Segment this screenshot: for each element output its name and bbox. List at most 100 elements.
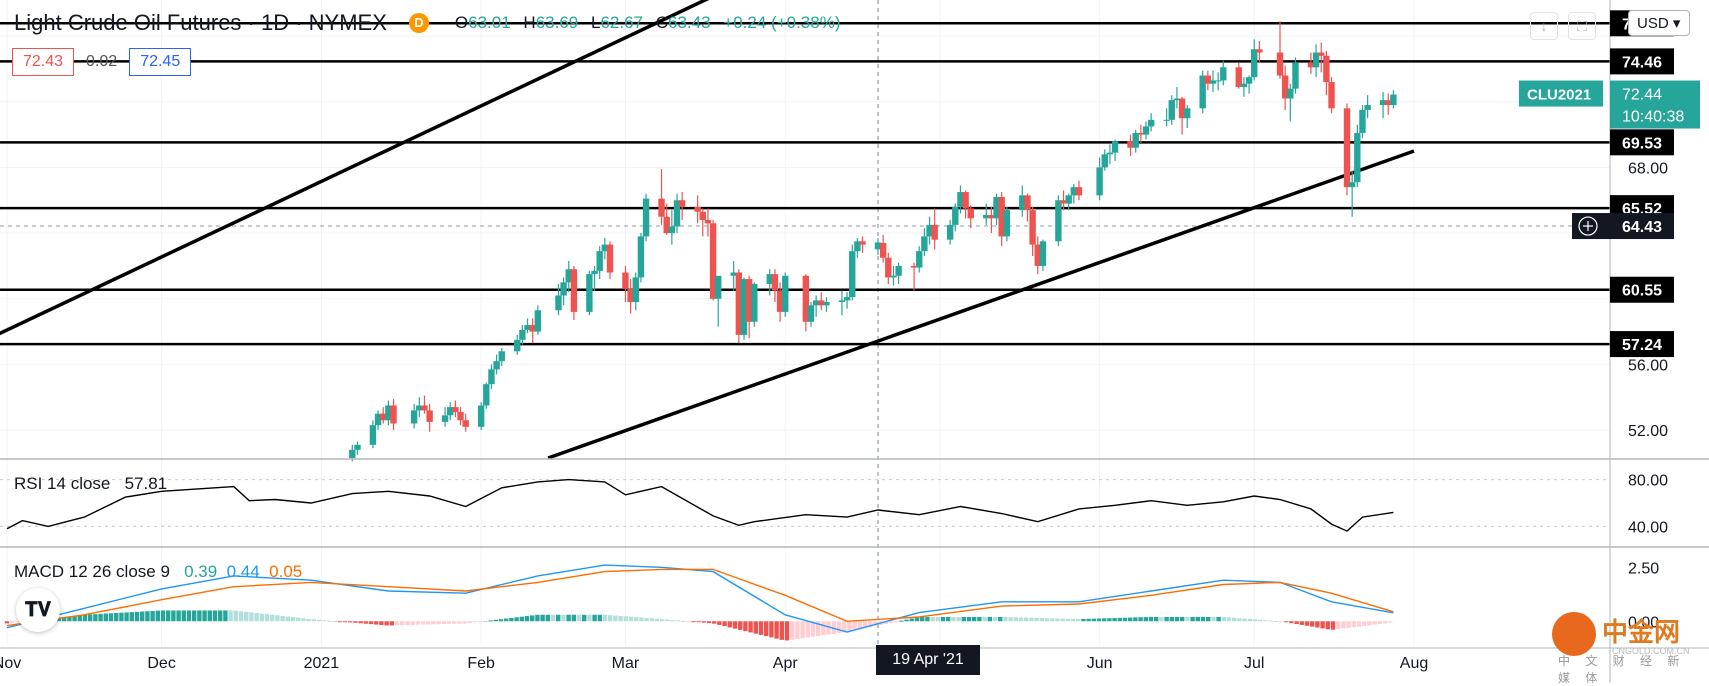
currency-select[interactable]: USD ▾ bbox=[1628, 10, 1690, 36]
watermark-url: CNGOLD.COM.CN bbox=[1612, 646, 1690, 656]
candle-body bbox=[390, 405, 397, 424]
macd-hist-bar bbox=[82, 614, 88, 622]
macd-hist-bar bbox=[1330, 621, 1336, 630]
macd-hist-bar bbox=[1382, 621, 1388, 624]
candle-body bbox=[854, 241, 861, 252]
macd-hist-bar bbox=[524, 616, 530, 622]
macd-hist-bar bbox=[753, 621, 758, 634]
macd-hist-bar bbox=[816, 621, 821, 637]
candle-body bbox=[1127, 141, 1134, 148]
candle-body bbox=[1106, 152, 1114, 155]
candle-body bbox=[823, 302, 830, 306]
macd-hist-bar bbox=[805, 621, 810, 638]
macd-hist-bar bbox=[327, 620, 332, 622]
macd-hist-bar bbox=[660, 619, 665, 622]
macd-hist-bar bbox=[914, 617, 920, 622]
candle-body bbox=[1178, 98, 1186, 119]
macd-hist-bar bbox=[1190, 616, 1195, 622]
macd-hist-bar bbox=[748, 621, 753, 633]
macd-hist-bar bbox=[353, 621, 358, 623]
macd-hist-bar bbox=[774, 621, 779, 639]
candle-body bbox=[477, 405, 485, 427]
candle-body bbox=[704, 219, 712, 224]
macd-hist-bar bbox=[1242, 618, 1247, 622]
candle-body bbox=[1312, 52, 1320, 68]
macd-hist-bar bbox=[1320, 621, 1325, 629]
candle-body bbox=[1111, 141, 1119, 153]
high-value: 63.69 bbox=[535, 13, 579, 32]
macd-hist-bar bbox=[1356, 621, 1362, 627]
macd-hist-bar bbox=[821, 621, 826, 636]
candle-body bbox=[921, 236, 928, 252]
macd-hist-bar bbox=[155, 610, 160, 622]
macd-hist-bar bbox=[280, 615, 285, 622]
macd-hist-bar bbox=[1388, 621, 1393, 623]
candle-body bbox=[1348, 182, 1356, 188]
candle-body bbox=[1379, 100, 1387, 106]
macd-hist-bar bbox=[322, 620, 327, 622]
close-value: 63.43 bbox=[668, 13, 711, 32]
candle-body bbox=[1003, 210, 1011, 237]
macd-hist-bar bbox=[1008, 617, 1013, 622]
buy-button[interactable]: 72.45 bbox=[129, 48, 192, 76]
maximize-icon[interactable]: ⛶ bbox=[1568, 12, 1596, 40]
candle-body bbox=[529, 325, 536, 332]
macd-tick-label: 0.00 bbox=[1628, 614, 1659, 631]
candle-body bbox=[1364, 105, 1371, 110]
candle-body bbox=[457, 412, 464, 421]
macd-hist-bar bbox=[415, 621, 420, 625]
macd-hist-bar bbox=[1003, 617, 1008, 622]
candle-body bbox=[663, 216, 670, 234]
macd-hist-bar bbox=[550, 614, 556, 622]
macd-hist-bar bbox=[1372, 621, 1377, 625]
candle-body bbox=[565, 269, 572, 283]
candle-body bbox=[1163, 119, 1170, 121]
macd-hist-bar bbox=[800, 621, 805, 639]
y-tick-label: 68.00 bbox=[1628, 160, 1668, 177]
macd-hist-bar bbox=[696, 621, 701, 623]
signal-line bbox=[6, 568, 1394, 627]
symbol-title[interactable]: Light Crude Oil Futures · 1D · NYMEX bbox=[14, 10, 387, 35]
candle-body bbox=[745, 279, 753, 322]
macd-hist-bar bbox=[1081, 618, 1086, 622]
candle-body bbox=[349, 449, 356, 458]
sell-button[interactable]: 72.43 bbox=[12, 48, 75, 76]
candle-body bbox=[596, 251, 603, 271]
macd-hist-bar bbox=[1226, 617, 1232, 622]
macd-hist-bar bbox=[831, 621, 836, 634]
macd-hist-bar bbox=[758, 621, 764, 635]
candle-body bbox=[983, 215, 990, 219]
candle-body bbox=[678, 200, 686, 207]
macd-hist-bar bbox=[1284, 621, 1289, 623]
macd-hist-bar bbox=[1180, 616, 1185, 622]
macd-hist-bar bbox=[72, 615, 77, 622]
macd-hist-bar bbox=[514, 617, 519, 622]
candle-body bbox=[1256, 49, 1263, 53]
macd-hist-bar bbox=[62, 617, 67, 622]
candle-body bbox=[606, 244, 614, 273]
last-price-badge bbox=[1610, 80, 1700, 129]
candle-body bbox=[1173, 98, 1181, 101]
macd-hist-bar bbox=[894, 621, 899, 623]
arrow-down-icon[interactable]: ↓ bbox=[1530, 12, 1558, 40]
candle-body bbox=[699, 211, 706, 220]
macd-hist-bar bbox=[176, 610, 181, 622]
candle-body bbox=[1318, 52, 1325, 56]
macd-hist-bar bbox=[727, 621, 732, 628]
level-label: 60.55 bbox=[1622, 283, 1662, 300]
candle-body bbox=[1034, 244, 1041, 266]
candle-body bbox=[1101, 154, 1108, 168]
macd-hist-bar bbox=[576, 614, 582, 622]
crosshair-price-label: 64.43 bbox=[1622, 219, 1662, 236]
candle-body bbox=[1065, 195, 1072, 204]
macd-hist-bar bbox=[1304, 621, 1310, 626]
candle-body bbox=[555, 295, 562, 311]
candle-body bbox=[802, 275, 810, 322]
macd-hist-bar bbox=[784, 621, 790, 641]
macd-hist-bar bbox=[212, 610, 218, 622]
candle-body bbox=[1204, 75, 1212, 84]
candle-body bbox=[874, 242, 882, 250]
macd-hist-bar bbox=[795, 621, 800, 639]
bid-ask-panel: 72.43 0.02 72.45 bbox=[12, 48, 192, 76]
